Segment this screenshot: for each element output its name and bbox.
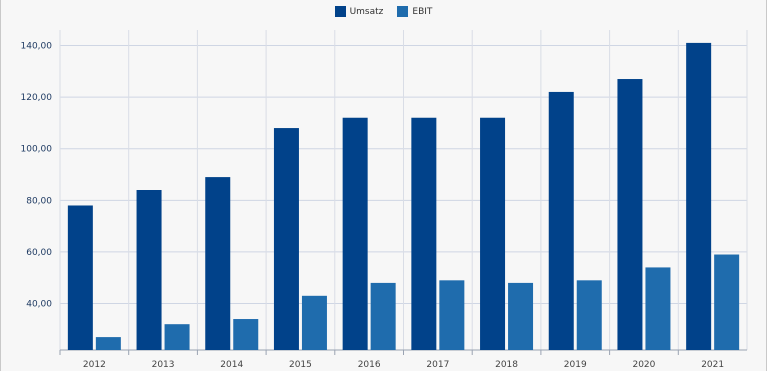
bar-ebit-2013 (164, 324, 190, 350)
bar-umsatz-2017 (411, 117, 437, 350)
x-tick-label: 2014 (220, 360, 243, 370)
bar-umsatz-2012 (67, 205, 93, 350)
bar-ebit-2016 (370, 282, 396, 350)
bar-ebit-2017 (439, 280, 465, 350)
legend-label-ebit: EBIT (412, 6, 433, 17)
x-tick-label: 2018 (495, 360, 518, 370)
legend-label-umsatz: Umsatz (349, 6, 384, 17)
bar-umsatz-2020 (617, 79, 643, 350)
bar-ebit-2014 (233, 319, 259, 350)
x-tick-label: 2019 (564, 360, 587, 370)
y-tick-label: 100,00 (21, 145, 53, 155)
bar-ebit-2019 (576, 280, 602, 350)
x-tick-label: 2012 (83, 360, 106, 370)
x-tick-label: 2016 (358, 360, 381, 370)
bar-ebit-2021 (714, 254, 740, 350)
y-tick-label: 140,00 (21, 41, 53, 51)
bar-ebit-2012 (95, 337, 121, 350)
legend-swatch-ebit (397, 6, 409, 17)
bar-ebit-2015 (301, 295, 327, 350)
bar-umsatz-2021 (686, 42, 712, 350)
legend-item-ebit[interactable]: EBIT (397, 6, 432, 17)
bar-ebit-2020 (645, 267, 671, 350)
bar-umsatz-2018 (480, 117, 506, 350)
bar-umsatz-2013 (136, 190, 162, 350)
legend: Umsatz EBIT (1, 6, 766, 17)
x-tick-label: 2020 (632, 360, 655, 370)
bar-umsatz-2019 (548, 91, 574, 350)
x-tick-label: 2021 (701, 360, 724, 370)
x-tick-label: 2013 (152, 360, 175, 370)
bar-umsatz-2015 (273, 128, 299, 350)
y-tick-label: 60,00 (26, 248, 52, 258)
bar-ebit-2018 (508, 282, 534, 350)
y-tick-label: 80,00 (26, 196, 52, 206)
bar-umsatz-2016 (342, 117, 368, 350)
x-tick-label: 2017 (426, 360, 449, 370)
y-tick-label: 40,00 (26, 300, 52, 310)
x-tick-label: 2015 (289, 360, 312, 370)
y-tick-label: 120,00 (21, 93, 53, 103)
bar-umsatz-2014 (205, 177, 231, 350)
legend-item-umsatz[interactable]: Umsatz (334, 6, 384, 17)
legend-swatch-umsatz (334, 6, 346, 17)
